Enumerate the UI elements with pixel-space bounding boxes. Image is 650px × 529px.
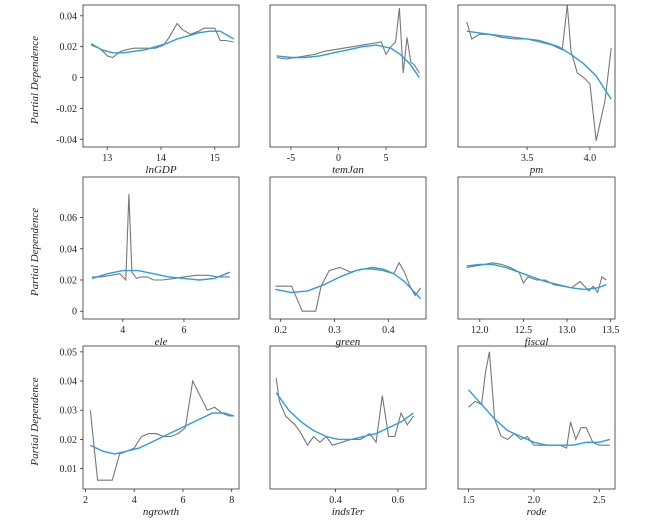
panel-5-fit-line bbox=[275, 266, 422, 300]
panel-6-raw-line bbox=[466, 262, 607, 294]
panel-9-x-tick-label: 2.5 bbox=[593, 495, 606, 506]
panel-8-x-axis-label: indsTer bbox=[332, 506, 365, 518]
panel-5-x-tick-label: 0.2 bbox=[275, 325, 288, 336]
panel-2-x-tick-label: 5 bbox=[384, 153, 389, 164]
panel-7-y-tick-label: 0.05 bbox=[60, 347, 78, 358]
panel-5-frame bbox=[269, 176, 427, 320]
panel-3-x-tick-label: 3.5 bbox=[521, 153, 534, 164]
panel-8-fit-line bbox=[275, 392, 414, 441]
panel-7-y-tick-label: 0.02 bbox=[60, 435, 78, 446]
panel-7-fit-line bbox=[89, 412, 235, 455]
panel-8-raw-line bbox=[275, 378, 414, 447]
panel-1-y-tick-label: 0.02 bbox=[60, 42, 78, 53]
panel-1-x-tick-label: 13 bbox=[102, 153, 112, 164]
panel-9-x-tick-label: 2.0 bbox=[528, 495, 541, 506]
panel-2-x-axis-label: temJan bbox=[332, 164, 364, 176]
panel-7-x-tick-label: 6 bbox=[180, 495, 185, 506]
panel-7-x-tick-label: 2 bbox=[83, 495, 88, 506]
panel-4-fit-line bbox=[91, 269, 231, 281]
panel-7-y-axis-label: Partial Dependence bbox=[29, 377, 41, 466]
panel-4-x-tick-label: 6 bbox=[181, 325, 186, 336]
panel-2-x-tick-label: -5 bbox=[287, 153, 295, 164]
panel-7-x-tick-label: 8 bbox=[229, 495, 234, 506]
panel-6-x-axis-label: fiscal bbox=[525, 336, 549, 348]
panel-2-x-tick-label: 0 bbox=[336, 153, 341, 164]
panel-5-x-axis-label: green bbox=[336, 336, 361, 348]
panel-3-x-tick-label: 4.0 bbox=[584, 153, 597, 164]
panel-5-raw-line bbox=[275, 261, 422, 312]
panel-3-raw-line bbox=[466, 4, 612, 141]
panel-6-fit-line bbox=[466, 263, 607, 291]
panel-4-y-tick-label: 0.04 bbox=[60, 244, 78, 255]
panel-1-x-tick-label: 15 bbox=[210, 153, 220, 164]
panel-2-raw-line bbox=[276, 8, 420, 74]
panel-2-fit-line bbox=[276, 44, 420, 78]
panel-6-x-tick-label: 13.5 bbox=[602, 325, 620, 336]
panel-2-frame bbox=[269, 4, 427, 148]
panel-7-frame bbox=[82, 345, 240, 490]
panel-9-frame bbox=[457, 345, 616, 490]
panel-1-y-tick-label: 0 bbox=[72, 73, 77, 84]
panel-4-y-tick-label: 0 bbox=[72, 307, 77, 318]
panel-3-frame bbox=[457, 4, 616, 148]
panel-7-x-axis-label: ngrowth bbox=[143, 506, 180, 518]
panel-5-x-tick-label: 0.4 bbox=[382, 325, 395, 336]
panel-3-x-axis-label: pm bbox=[529, 164, 544, 176]
panel-9-fit-line bbox=[467, 389, 610, 446]
panel-4-frame bbox=[82, 176, 240, 320]
panel-8-x-tick-label: 0.6 bbox=[392, 495, 405, 506]
panel-9-x-axis-label: rode bbox=[527, 506, 547, 518]
panel-4-x-axis-label: ele bbox=[155, 336, 168, 348]
panel-4-raw-line bbox=[92, 194, 230, 282]
panel-7-y-tick-label: 0.03 bbox=[60, 406, 78, 417]
panel-1-x-axis-label: lnGDP bbox=[145, 164, 176, 176]
panel-6-x-tick-label: 13.0 bbox=[558, 325, 576, 336]
panel-7-x-tick-label: 4 bbox=[132, 495, 137, 506]
panel-1-y-tick-label: 0.04 bbox=[60, 11, 78, 22]
panel-1-x-tick-label: 14 bbox=[156, 153, 166, 164]
panel-1-y-tick-label: -0.02 bbox=[56, 104, 77, 115]
panel-4-y-tick-label: 0.06 bbox=[60, 213, 78, 224]
panel-4-x-tick-label: 4 bbox=[120, 325, 125, 336]
panel-6-x-tick-label: 12.0 bbox=[471, 325, 489, 336]
panel-9-x-tick-label: 1.5 bbox=[462, 495, 475, 506]
panel-1-y-tick-label: -0.04 bbox=[56, 135, 77, 146]
panel-6-frame bbox=[457, 176, 616, 320]
panel-7-y-tick-label: 0.04 bbox=[60, 377, 78, 388]
panel-6-x-tick-label: 12.5 bbox=[515, 325, 533, 336]
panel-3-fit-line bbox=[466, 30, 612, 100]
panel-7-y-tick-label: 0.01 bbox=[60, 464, 78, 475]
panel-7-raw-line bbox=[89, 379, 235, 481]
panel-9-raw-line bbox=[468, 351, 610, 449]
panel-5-x-tick-label: 0.3 bbox=[328, 325, 341, 336]
panel-4-y-axis-label: Partial Dependence bbox=[29, 208, 41, 297]
panel-8-frame bbox=[269, 345, 427, 490]
panel-4-y-tick-label: 0.02 bbox=[60, 275, 78, 286]
panel-1-frame bbox=[82, 4, 240, 148]
panel-8-x-tick-label: 0.4 bbox=[329, 495, 342, 506]
panel-1-y-axis-label: Partial Dependence bbox=[29, 36, 41, 125]
panel-1-fit-line bbox=[90, 30, 234, 54]
